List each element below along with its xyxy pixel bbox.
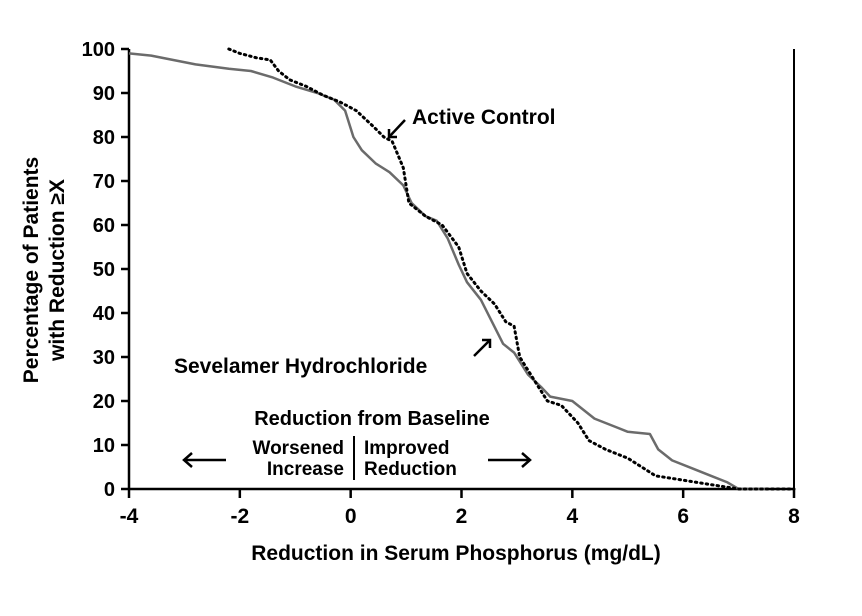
x-axis-ticks: -4 -2 0 2 4 6 8 — [120, 489, 800, 528]
x-tick-label: 2 — [456, 505, 468, 528]
sevelamer-arrow — [473, 339, 491, 357]
y-tick-label: 100 — [82, 39, 115, 61]
x-axis-label: Reduction in Serum Phosphorus (mg/dL) — [251, 542, 661, 565]
sevelamer-label: Sevelamer Hydrochloride — [174, 355, 427, 378]
y-tick-label: 0 — [104, 479, 115, 501]
x-tick-label: 0 — [345, 505, 357, 528]
worsened-arrowhead — [182, 452, 193, 468]
reduction-from-baseline-header: Reduction from Baseline — [254, 408, 490, 430]
y-tick-label: 70 — [93, 171, 115, 193]
improved-label: Improved — [364, 438, 450, 459]
x-tick-label: 8 — [788, 505, 800, 528]
x-tick-label: -4 — [120, 505, 139, 528]
y-tick-label: 80 — [93, 127, 115, 149]
y-tick-label: 30 — [93, 347, 115, 369]
active-control-arrowhead — [387, 129, 397, 139]
reduction-label: Reduction — [364, 459, 457, 480]
y-tick-label: 90 — [93, 83, 115, 105]
active-control-label: Active Control — [412, 106, 556, 129]
y-tick-label: 10 — [93, 435, 115, 457]
y-tick-label: 50 — [93, 259, 115, 281]
y-axis-ticks: 0 10 20 30 40 50 60 70 80 90 100 — [82, 39, 129, 501]
y-axis-label-line-2: with Reduction ≥X — [46, 179, 69, 362]
series-layer — [128, 47, 796, 491]
sevelamer-arrowhead — [482, 338, 492, 348]
improved-arrowhead — [521, 452, 532, 468]
x-tick-label: 6 — [677, 505, 689, 528]
sevelamer-series-line — [128, 52, 767, 491]
increase-label: Increase — [267, 459, 344, 480]
x-tick-label: 4 — [566, 505, 578, 528]
y-tick-label: 40 — [93, 303, 115, 325]
x-tick-label: -2 — [230, 505, 249, 528]
active-control-series-line — [227, 47, 796, 491]
y-tick-label: 20 — [93, 391, 115, 413]
y-axis-label-line-1: Percentage of Patients — [20, 157, 43, 383]
worsened-label: Worsened — [252, 438, 344, 459]
active-control-arrow — [388, 119, 406, 138]
y-tick-label: 60 — [93, 215, 115, 237]
